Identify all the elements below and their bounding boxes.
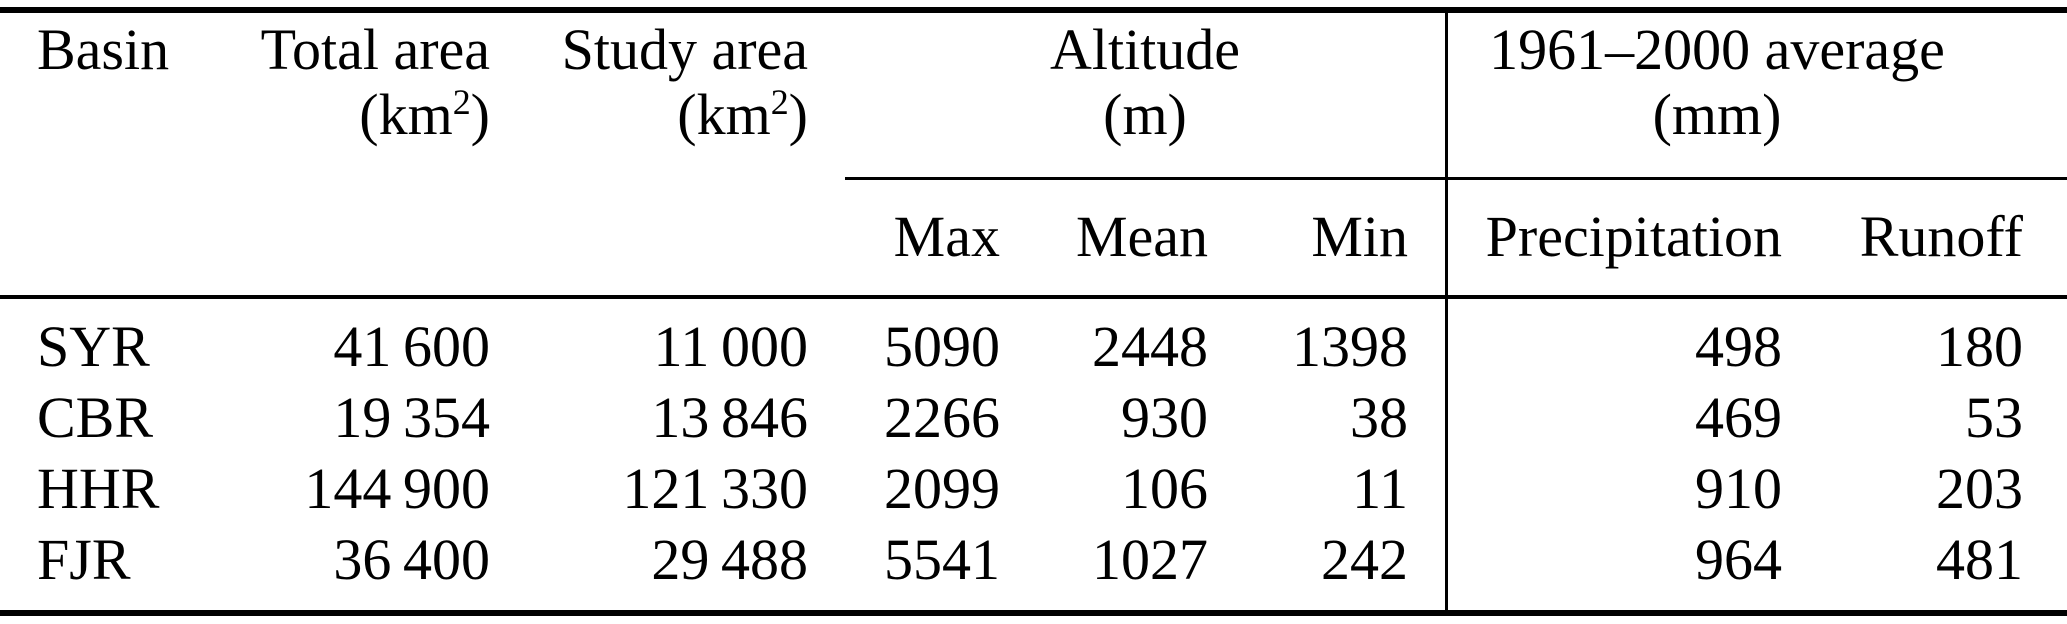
- subheader-max: Max: [893, 204, 1000, 269]
- cell-study-area: 121 330: [622, 456, 808, 521]
- cell-total-area: 144 900: [304, 456, 490, 521]
- unit-total-area-close: ): [470, 82, 490, 147]
- column-header-basin: Basin: [37, 17, 170, 82]
- cell-altitude-min: 11: [1352, 456, 1408, 521]
- cell-study-area: 11 000: [653, 314, 808, 379]
- cell-altitude-min: 38: [1350, 385, 1408, 450]
- unit-total-area: (km2): [359, 83, 490, 147]
- cell-runoff: 180: [1936, 314, 2023, 379]
- cell-precipitation: 469: [1695, 385, 1782, 450]
- cell-basin: SYR: [37, 314, 150, 379]
- header-separator-rule: [0, 295, 2067, 299]
- cell-basin: CBR: [37, 385, 154, 450]
- unit-study-area-close: ): [788, 82, 808, 147]
- cell-study-area: 29 488: [651, 527, 808, 592]
- cell-altitude-max: 2099: [884, 456, 1000, 521]
- cell-runoff: 53: [1965, 385, 2023, 450]
- group-header-altitude: Altitude: [1049, 17, 1241, 82]
- column-header-study-area: Study area: [561, 17, 808, 82]
- unit-average: (mm): [1652, 82, 1782, 147]
- group-header-average: 1961–2000 average: [1489, 17, 1945, 82]
- cell-total-area: 41 600: [333, 314, 490, 379]
- unit-study-area: (km2): [677, 83, 808, 147]
- cell-precipitation: 498: [1695, 314, 1782, 379]
- cell-runoff: 203: [1936, 456, 2023, 521]
- subheader-mean: Mean: [1075, 204, 1208, 269]
- cell-precipitation: 964: [1695, 527, 1782, 592]
- cell-altitude-mean: 106: [1121, 456, 1208, 521]
- cell-study-area: 13 846: [651, 385, 808, 450]
- cell-altitude-max: 2266: [884, 385, 1000, 450]
- subheader-min: Min: [1311, 204, 1408, 269]
- cell-total-area: 36 400: [333, 527, 490, 592]
- cell-basin: HHR: [37, 456, 160, 521]
- cell-altitude-mean: 1027: [1092, 527, 1208, 592]
- subheader-runoff: Runoff: [1859, 204, 2023, 269]
- column-header-total-area: Total area: [260, 17, 490, 82]
- subheader-precipitation: Precipitation: [1485, 204, 1782, 269]
- bottom-rule: [0, 610, 2067, 616]
- cell-altitude-min: 1398: [1292, 314, 1408, 379]
- cell-altitude-max: 5090: [884, 314, 1000, 379]
- cell-runoff: 481: [1936, 527, 2023, 592]
- vertical-divider-rule: [1445, 13, 1448, 610]
- cell-precipitation: 910: [1695, 456, 1782, 521]
- cell-altitude-mean: 930: [1121, 385, 1208, 450]
- cell-total-area: 19 354: [333, 385, 490, 450]
- unit-study-area-open: (km: [677, 82, 771, 147]
- cell-altitude-min: 242: [1321, 527, 1408, 592]
- cell-altitude-mean: 2448: [1092, 314, 1208, 379]
- unit-total-area-open: (km: [359, 82, 453, 147]
- unit-altitude: (m): [1103, 82, 1187, 147]
- altitude-average-underline-rule: [845, 177, 2067, 180]
- top-rule: [0, 7, 2067, 13]
- cell-basin: FJR: [37, 527, 131, 592]
- unit-total-area-sup: 2: [452, 82, 471, 123]
- cell-altitude-max: 5541: [884, 527, 1000, 592]
- unit-study-area-sup: 2: [770, 82, 789, 123]
